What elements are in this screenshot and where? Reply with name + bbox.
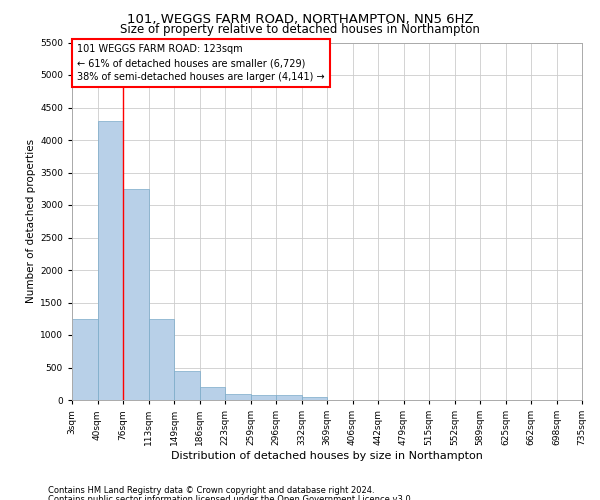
Bar [276, 395, 302, 400]
Bar [225, 394, 251, 400]
Text: Contains HM Land Registry data © Crown copyright and database right 2024.: Contains HM Land Registry data © Crown c… [48, 486, 374, 495]
X-axis label: Distribution of detached houses by size in Northampton: Distribution of detached houses by size … [171, 451, 483, 461]
Bar [97, 120, 123, 400]
Bar [123, 188, 149, 400]
Bar [72, 319, 97, 400]
Bar [174, 371, 199, 400]
Bar [251, 395, 276, 400]
Bar [149, 319, 174, 400]
Bar [199, 387, 225, 400]
Text: 101, WEGGS FARM ROAD, NORTHAMPTON, NN5 6HZ: 101, WEGGS FARM ROAD, NORTHAMPTON, NN5 6… [127, 12, 473, 26]
Y-axis label: Number of detached properties: Number of detached properties [26, 139, 36, 304]
Text: Size of property relative to detached houses in Northampton: Size of property relative to detached ho… [120, 22, 480, 36]
Bar [302, 397, 327, 400]
Text: Contains public sector information licensed under the Open Government Licence v3: Contains public sector information licen… [48, 495, 413, 500]
Text: 101 WEGGS FARM ROAD: 123sqm
← 61% of detached houses are smaller (6,729)
38% of : 101 WEGGS FARM ROAD: 123sqm ← 61% of det… [77, 44, 325, 82]
